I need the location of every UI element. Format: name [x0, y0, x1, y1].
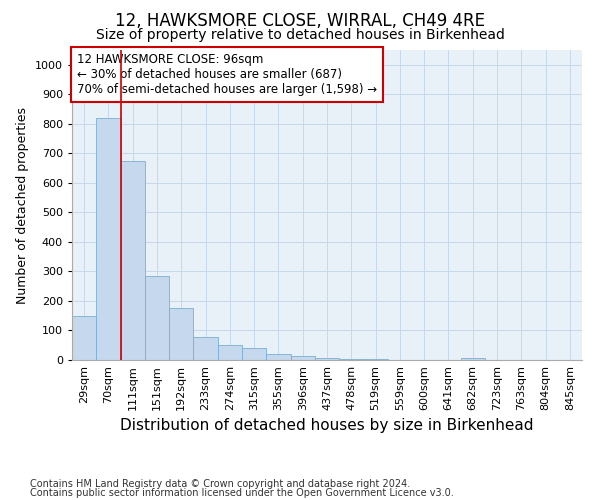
Bar	[364, 359, 388, 360]
Bar	[315, 358, 339, 360]
Bar	[266, 354, 290, 360]
Bar	[96, 118, 121, 360]
Bar	[169, 308, 193, 360]
Bar	[145, 276, 169, 360]
Text: 12, HAWKSMORE CLOSE, WIRRAL, CH49 4RE: 12, HAWKSMORE CLOSE, WIRRAL, CH49 4RE	[115, 12, 485, 30]
Text: Contains HM Land Registry data © Crown copyright and database right 2024.: Contains HM Land Registry data © Crown c…	[30, 479, 410, 489]
Bar	[121, 160, 145, 360]
Bar	[242, 348, 266, 360]
Text: Contains public sector information licensed under the Open Government Licence v3: Contains public sector information licen…	[30, 488, 454, 498]
Bar	[461, 358, 485, 360]
Bar	[193, 337, 218, 360]
Bar	[290, 356, 315, 360]
Bar	[339, 358, 364, 360]
Bar	[72, 316, 96, 360]
Bar	[218, 345, 242, 360]
Text: Size of property relative to detached houses in Birkenhead: Size of property relative to detached ho…	[95, 28, 505, 42]
X-axis label: Distribution of detached houses by size in Birkenhead: Distribution of detached houses by size …	[120, 418, 534, 434]
Text: 12 HAWKSMORE CLOSE: 96sqm
← 30% of detached houses are smaller (687)
70% of semi: 12 HAWKSMORE CLOSE: 96sqm ← 30% of detac…	[77, 53, 377, 96]
Y-axis label: Number of detached properties: Number of detached properties	[16, 106, 29, 304]
